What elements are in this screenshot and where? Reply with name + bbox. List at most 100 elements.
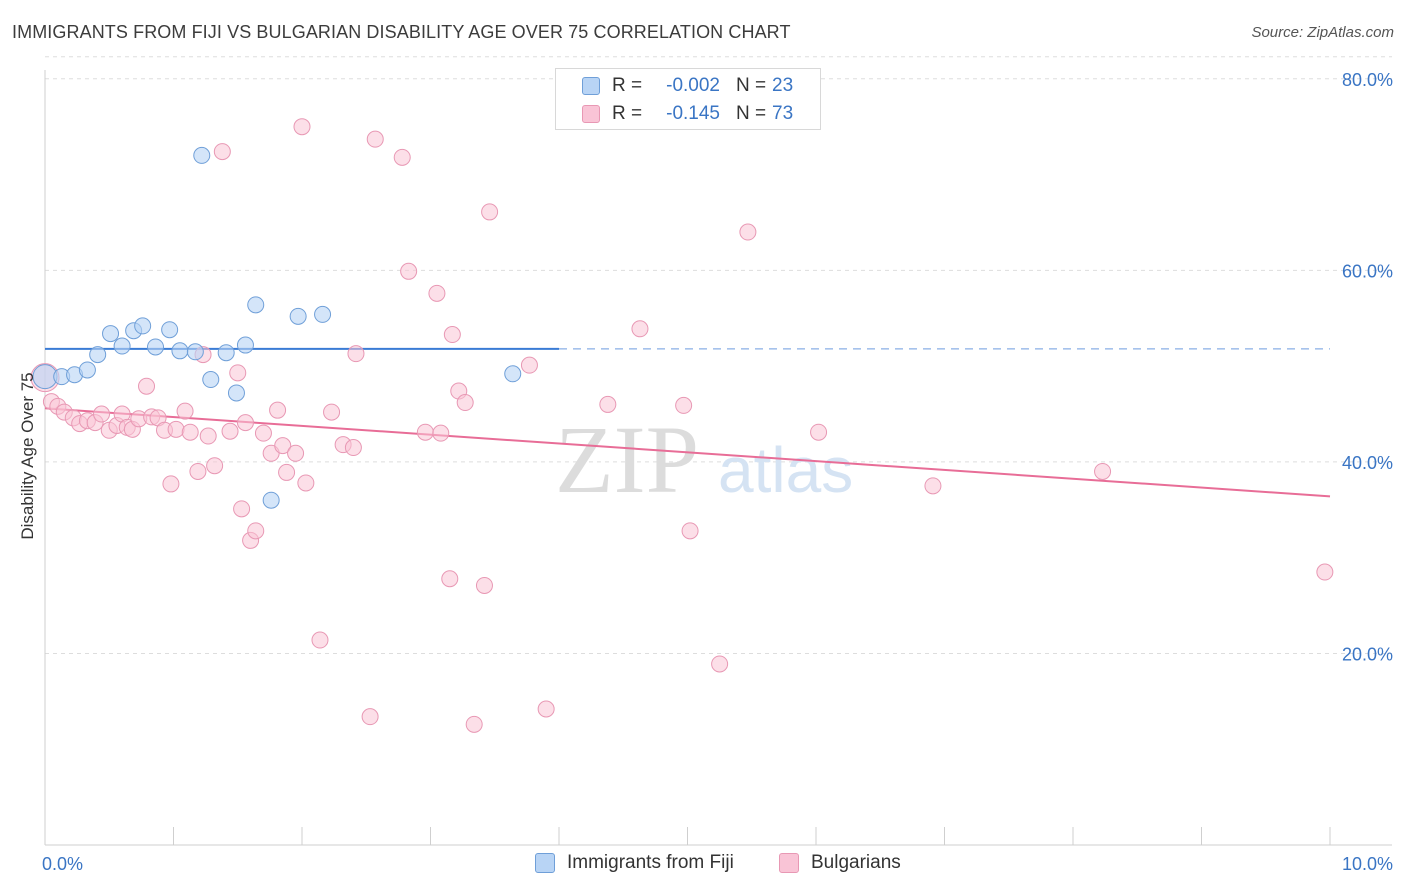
point-bulgarians-30 xyxy=(233,500,251,518)
point-bulgarians-64 xyxy=(631,320,649,338)
point-bulgarians-62 xyxy=(537,700,555,718)
legend-label-fiji: Immigrants from Fiji xyxy=(567,852,734,873)
point-bulgarians-49 xyxy=(393,148,411,166)
point-fiji-14 xyxy=(202,371,220,389)
point-bulgarians-60 xyxy=(481,203,499,221)
point-bulgarians-40 xyxy=(293,118,311,136)
point-fiji-6 xyxy=(113,337,131,355)
point-bulgarians-23 xyxy=(189,462,207,480)
point-bulgarians-42 xyxy=(311,631,329,649)
fiji-swatch xyxy=(582,77,600,95)
point-bulgarians-59 xyxy=(475,576,493,594)
point-bulgarians-71 xyxy=(1094,462,1112,480)
watermark-zip: ZIP xyxy=(555,406,699,513)
trend-line-bulgarians xyxy=(44,407,1331,498)
point-bulgarians-25 xyxy=(199,427,217,445)
point-bulgarians-34 xyxy=(254,424,272,442)
point-bulgarians-53 xyxy=(432,424,450,442)
point-fiji-10 xyxy=(161,321,179,339)
point-fiji-15 xyxy=(217,344,235,362)
point-fiji-9 xyxy=(147,338,165,356)
fiji-n-label: N = xyxy=(736,75,767,96)
point-fiji-11 xyxy=(171,342,189,360)
legend-swatch-bulgarians xyxy=(779,853,799,873)
point-fiji-20 xyxy=(289,307,307,325)
point-fiji-22 xyxy=(504,365,522,383)
series-legend: Immigrants from Fiji Bulgarians xyxy=(0,852,1406,878)
bulg-n-value: 73 xyxy=(772,103,794,124)
y-tick-label-3: 80.0% xyxy=(1342,70,1393,90)
bulg-n-label: N = xyxy=(736,103,767,124)
x-tick-label-max: 10.0% xyxy=(1342,854,1393,874)
fiji-r-value: -0.002 xyxy=(666,75,720,96)
point-bulgarians-29 xyxy=(229,364,247,382)
point-bulgarians-15 xyxy=(138,377,156,395)
legend-item-fiji[interactable]: Immigrants from Fiji xyxy=(535,852,734,874)
point-bulgarians-65 xyxy=(675,396,693,414)
point-bulgarians-43 xyxy=(323,403,341,421)
point-bulgarians-50 xyxy=(400,262,418,280)
y-tick-label-0: 20.0% xyxy=(1342,644,1393,664)
point-bulgarians-41 xyxy=(297,474,315,492)
point-fiji-5 xyxy=(102,325,120,343)
point-fiji-18 xyxy=(247,296,265,314)
bulgarians-swatch xyxy=(582,105,600,123)
point-bulgarians-20 xyxy=(167,420,185,438)
point-bulgarians-36 xyxy=(269,401,287,419)
tick-labels: 20.0% 40.0% 60.0% 80.0% 0.0% 10.0% xyxy=(42,70,1393,874)
x-tick-label-min: 0.0% xyxy=(42,854,83,874)
stats-row-bulgarians: R = -0.145 N = 73 xyxy=(556,100,820,128)
point-fiji-8 xyxy=(134,317,152,335)
point-bulgarians-33 xyxy=(247,522,265,540)
point-bulgarians-48 xyxy=(366,130,384,148)
legend-label-bulgarians: Bulgarians xyxy=(811,852,901,873)
watermark-atlas: atlas xyxy=(718,434,853,506)
point-fiji-4 xyxy=(89,346,107,364)
axes xyxy=(44,70,1392,846)
point-fiji-3 xyxy=(78,361,96,379)
legend-item-bulgarians[interactable]: Bulgarians xyxy=(779,852,901,874)
point-bulgarians-27 xyxy=(213,143,231,161)
point-fiji-12 xyxy=(186,343,204,361)
point-bulgarians-46 xyxy=(347,345,365,363)
point-bulgarians-38 xyxy=(278,463,296,481)
bulg-r-label: R = xyxy=(612,103,643,124)
point-bulgarians-61 xyxy=(520,356,538,374)
point-bulgarians-21 xyxy=(176,402,194,420)
legend-swatch-fiji xyxy=(535,853,555,873)
trend-lines xyxy=(44,347,1331,498)
point-fiji-21 xyxy=(314,305,332,323)
point-bulgarians-28 xyxy=(221,422,239,440)
gridlines xyxy=(45,56,1392,654)
point-bulgarians-19 xyxy=(162,475,180,493)
point-bulgarians-58 xyxy=(465,715,483,733)
source-credit: Source: ZipAtlas.com xyxy=(1251,24,1394,41)
bulg-r-value: -0.145 xyxy=(666,103,720,124)
fiji-r-label: R = xyxy=(612,75,643,96)
point-bulgarians-68 xyxy=(739,223,757,241)
point-bulgarians-26 xyxy=(206,457,224,475)
point-bulgarians-69 xyxy=(810,423,828,441)
point-bulgarians-72 xyxy=(1316,563,1334,581)
y-tick-label-2: 60.0% xyxy=(1342,261,1393,281)
point-bulgarians-31 xyxy=(236,414,254,432)
stats-row-fiji: R = -0.002 N = 23 xyxy=(556,72,820,100)
point-fiji-13 xyxy=(193,146,211,164)
fiji-n-value: 23 xyxy=(772,75,794,96)
chart-title: IMMIGRANTS FROM FIJI VS BULGARIAN DISABI… xyxy=(12,22,791,42)
point-bulgarians-70 xyxy=(924,477,942,495)
point-bulgarians-8 xyxy=(93,405,111,423)
point-bulgarians-47 xyxy=(361,708,379,726)
point-bulgarians-54 xyxy=(441,570,459,588)
point-bulgarians-51 xyxy=(416,423,434,441)
point-bulgarians-66 xyxy=(681,522,699,540)
point-bulgarians-45 xyxy=(344,439,362,457)
point-fiji-19 xyxy=(262,491,280,509)
y-tick-label-1: 40.0% xyxy=(1342,453,1393,473)
point-bulgarians-63 xyxy=(599,395,617,413)
point-bulgarians-52 xyxy=(428,284,446,302)
point-bulgarians-57 xyxy=(456,394,474,412)
series-fiji xyxy=(32,146,522,509)
point-bulgarians-22 xyxy=(181,423,199,441)
